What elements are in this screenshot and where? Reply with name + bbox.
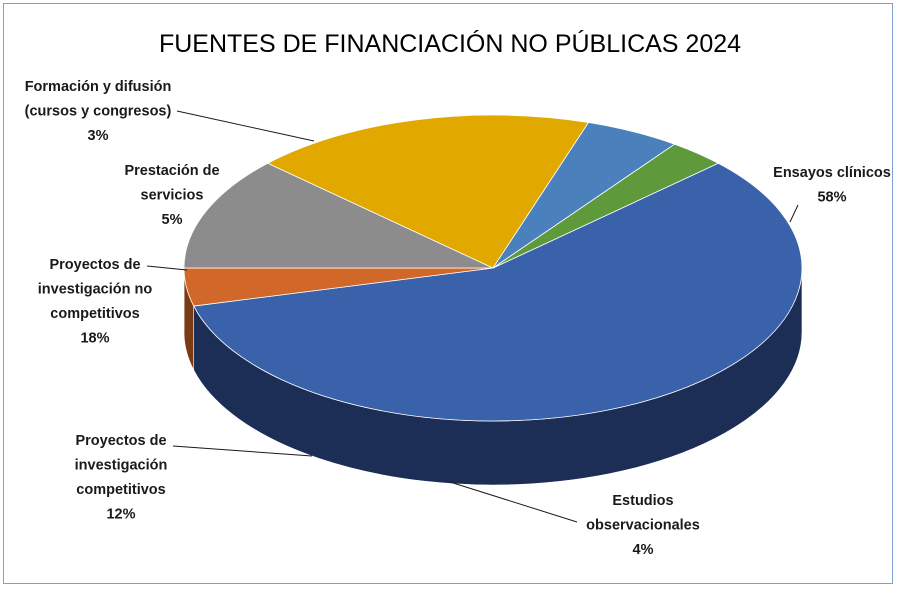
slice-0	[193, 162, 803, 422]
leader-line-0	[789, 204, 799, 223]
slice-label-line: 3%	[88, 128, 109, 144]
slice-label-1: Estudios observacionales 4%	[586, 493, 700, 558]
slice-label-line: observacionales	[586, 518, 700, 534]
slice-label-line: Prestación de	[124, 163, 219, 179]
chart-title: FUENTES DE FINANCIACIÓN NO PÚBLICAS 2024	[158, 30, 742, 58]
slice-label-line: investigación	[75, 458, 168, 474]
slice-label-line: 12%	[106, 507, 135, 523]
slice-label-line: Ensayos clínicos	[773, 165, 891, 181]
leader-line-5	[176, 110, 315, 142]
slice-label-2: Proyectos de investigación competitivos 12%	[75, 433, 168, 523]
slice-label-line: competitivos	[50, 306, 139, 322]
slice-label-line: Proyectos de	[75, 433, 166, 449]
slice-label-line: investigación no	[38, 282, 153, 298]
slice-label-line: (cursos y congresos)	[25, 104, 172, 120]
slice-label-3: Proyectos de investigación no competitivos…	[38, 257, 153, 347]
leader-line-1	[449, 481, 578, 523]
slice-label-line: Estudios	[612, 493, 673, 509]
slice-label-line: servicios	[141, 188, 204, 204]
slice-5	[492, 143, 720, 269]
slice-label-line: 58%	[817, 190, 846, 206]
slice-3	[266, 114, 590, 269]
slice-2	[183, 162, 494, 269]
slice-label-line: competitivos	[76, 482, 165, 498]
slice-label-line: 5%	[162, 212, 183, 228]
slice-label-line: 18%	[80, 331, 109, 347]
slice-label-5: Formación y difusión (cursos y congresos)…	[25, 79, 172, 144]
leader-line-2	[172, 445, 313, 457]
slice-label-line: 4%	[633, 542, 654, 558]
slice-label-0: Ensayos clínicos 58%	[773, 165, 891, 206]
slice-label-line: Formación y difusión	[25, 79, 172, 95]
leader-line-3	[146, 265, 188, 271]
slice-label-4: Prestación de servicios 5%	[124, 163, 219, 228]
slice-label-line: Proyectos de	[49, 257, 140, 273]
